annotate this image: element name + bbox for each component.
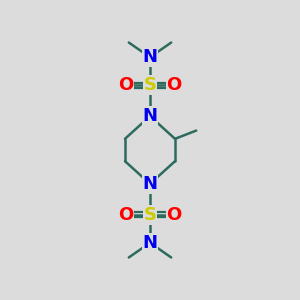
Text: N: N [142,107,158,125]
Text: O: O [118,76,134,94]
Text: O: O [167,206,182,224]
Text: O: O [118,206,134,224]
Text: N: N [142,175,158,193]
Text: N: N [142,234,158,252]
Text: O: O [167,76,182,94]
Text: S: S [143,76,157,94]
Text: S: S [143,206,157,224]
Text: N: N [142,48,158,66]
